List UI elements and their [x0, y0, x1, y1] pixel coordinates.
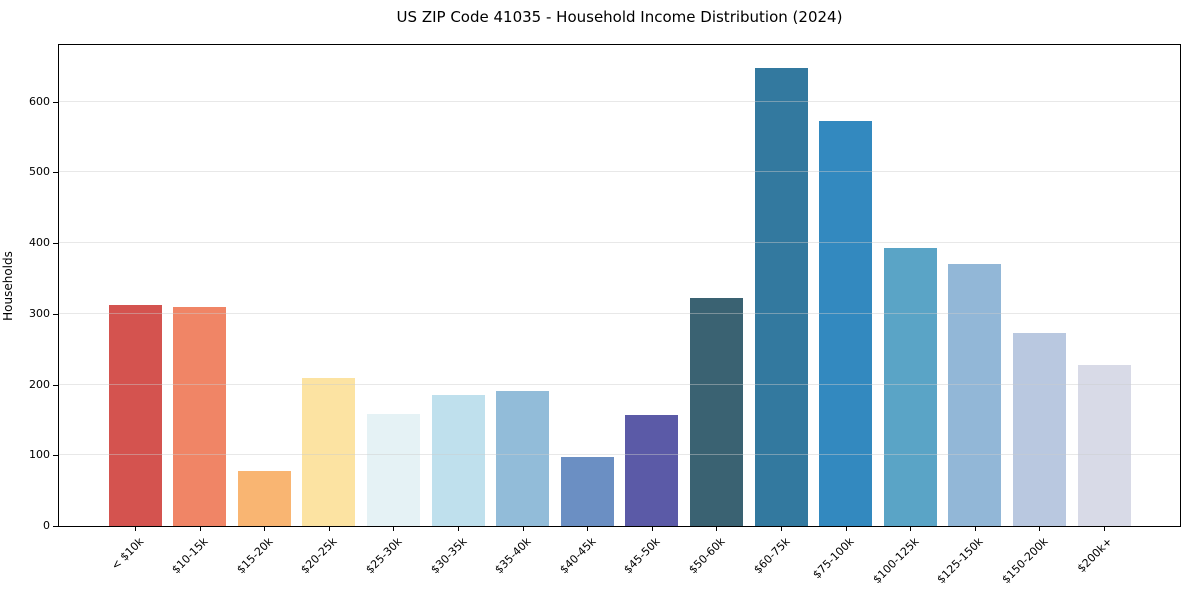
bar-$100-125k	[883, 248, 937, 526]
y-tick-label-200: 200	[29, 377, 50, 391]
bar-$150-200k	[1012, 332, 1066, 526]
x-tick-label-$40-45k: $40-45k	[557, 535, 599, 577]
gridline-y-300	[59, 312, 1180, 314]
x-tick-label-$75-100k: $75-100k	[810, 535, 857, 582]
y-tick-mark	[53, 243, 58, 245]
y-tick-label-0: 0	[43, 519, 50, 532]
bar-$20-25k	[302, 378, 356, 526]
plot-area	[58, 44, 1181, 527]
bar-$10-15k	[173, 306, 227, 526]
bar-< $10k	[108, 304, 162, 526]
y-tick-mark	[53, 101, 58, 103]
gridline-y-200	[59, 383, 1180, 385]
y-tick-mark	[53, 526, 58, 527]
bar-$60-75k	[754, 67, 808, 526]
x-tick-mark	[199, 527, 201, 531]
x-tick-label-$20-25k: $20-25k	[298, 535, 341, 577]
gridline-y-600	[59, 100, 1180, 102]
gridline-y-100	[59, 454, 1180, 456]
y-axis-label: Households	[1, 251, 15, 321]
x-tick-label-$45-50k: $45-50k	[621, 535, 664, 577]
x-tick-mark	[135, 527, 136, 531]
x-tick-mark	[393, 527, 395, 531]
y-tick-label-100: 100	[29, 448, 50, 462]
x-tick-label-$60-75k: $60-75k	[750, 535, 793, 577]
x-tick-mark	[458, 527, 459, 531]
x-tick-mark	[910, 527, 912, 531]
y-tick-mark	[53, 172, 58, 174]
x-tick-label-$10-15k: $10-15k	[169, 535, 211, 577]
y-tick-label-600: 600	[29, 94, 50, 108]
bar-$200k+	[1077, 364, 1131, 526]
bar-$125-150k	[948, 263, 1002, 526]
x-tick-mark	[1104, 527, 1105, 531]
x-tick-label-< $10k: < $10k	[108, 535, 147, 573]
gridline-y-400	[59, 242, 1180, 244]
x-tick-label-$30-35k: $30-35k	[427, 535, 470, 577]
bar-$15-20k	[237, 470, 291, 526]
x-tick-mark	[264, 527, 266, 531]
bar-$45-50k	[625, 414, 679, 526]
x-tick-label-$25-30k: $25-30k	[363, 535, 405, 577]
x-tick-mark	[1039, 527, 1041, 531]
x-tick-mark	[651, 527, 653, 531]
y-tick-label-500: 500	[29, 165, 50, 179]
y-tick-mark	[53, 455, 58, 457]
gridline-y-500	[59, 171, 1180, 173]
x-tick-mark	[716, 527, 718, 531]
y-tick-mark	[53, 313, 58, 315]
chart-title: US ZIP Code 41035 - Household Income Dis…	[396, 8, 843, 26]
bar-$25-30k	[366, 414, 420, 526]
y-tick-label-400: 400	[29, 236, 50, 250]
bar-$75-100k	[819, 121, 873, 526]
y-tick-mark	[53, 384, 58, 386]
x-tick-label-$35-40k: $35-40k	[492, 535, 534, 577]
x-tick-mark	[781, 527, 782, 531]
x-tick-label-$150-200k: $150-200k	[999, 535, 1051, 587]
x-tick-mark	[845, 527, 847, 531]
x-tick-label-$15-20k: $15-20k	[234, 535, 276, 577]
x-tick-label-$125-150k: $125-150k	[934, 535, 987, 587]
x-tick-mark	[587, 527, 589, 531]
bar-$40-45k	[560, 457, 614, 526]
y-tick-label-300: 300	[29, 306, 50, 320]
x-tick-mark	[328, 527, 330, 531]
x-tick-label-$100-125k: $100-125k	[870, 535, 922, 587]
x-tick-mark	[974, 527, 976, 531]
bar-$30-35k	[431, 395, 485, 526]
bar-$50-60k	[689, 298, 743, 526]
x-tick-label-$200k+: $200k+	[1075, 535, 1116, 576]
x-tick-mark	[522, 527, 524, 531]
x-tick-label-$50-60k: $50-60k	[686, 535, 728, 577]
bar-$35-40k	[496, 390, 550, 526]
